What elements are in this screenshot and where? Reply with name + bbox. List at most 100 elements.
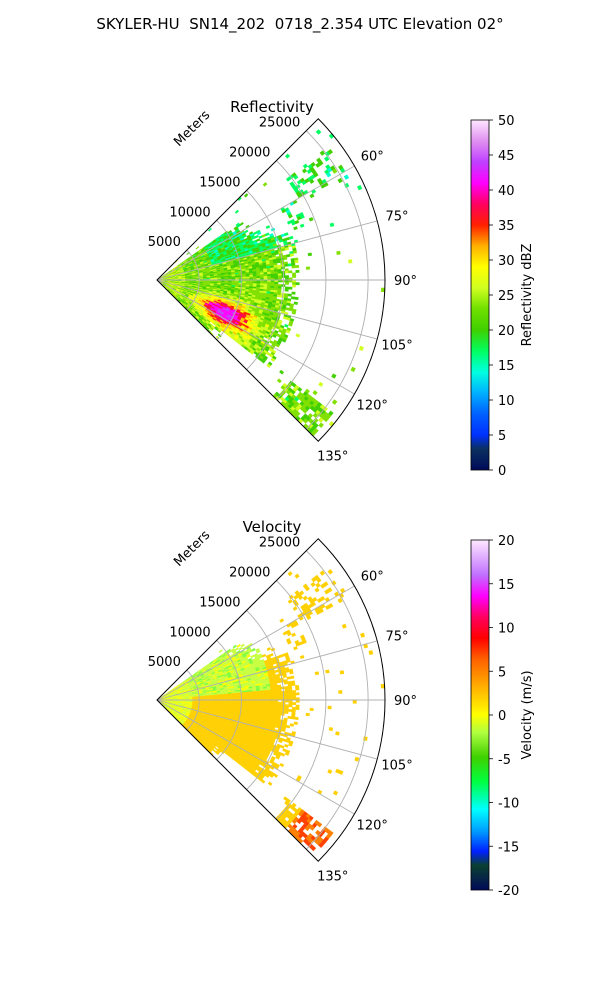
echo-gate [284, 323, 289, 328]
echo-gate [260, 276, 265, 279]
echo-gate [252, 281, 257, 284]
echo-gate [283, 256, 288, 261]
echo-gate [252, 276, 257, 279]
echo-gate [274, 275, 279, 279]
echo-gate [307, 252, 312, 257]
echo-gate [274, 273, 279, 277]
echo-gate [318, 422, 324, 429]
colorbar-tick-label: 40 [498, 184, 515, 199]
colorbar-tick-label: 30 [498, 254, 515, 269]
echo-gate [263, 275, 268, 279]
echo-gate [285, 307, 290, 311]
echo-gate [260, 281, 265, 284]
echo-gate [174, 259, 179, 264]
echo-gate [231, 697, 236, 699]
echo-gate [291, 265, 296, 269]
range-tick-label: 25000 [259, 116, 300, 131]
echo-gate [290, 296, 296, 300]
echo-gate [356, 184, 363, 191]
echo-gate [294, 259, 299, 264]
range-tick-label: 20000 [229, 146, 270, 161]
echo-gate [267, 281, 272, 285]
echo-gate [249, 274, 254, 277]
echo-gate [286, 302, 291, 307]
echo-gate [274, 271, 279, 275]
echo-gate [265, 225, 271, 230]
echo-gate [331, 399, 338, 405]
echo-gate [295, 333, 301, 338]
azimuth-tick-label: 75° [386, 210, 409, 225]
echo-gate [231, 277, 236, 279]
echo-gate [288, 307, 294, 312]
echo-gate [295, 264, 300, 269]
echo-gate [244, 229, 249, 234]
echo-gate [263, 272, 268, 275]
echo-gate [234, 209, 240, 214]
echo-gate [270, 273, 275, 277]
echo-gate [309, 193, 315, 199]
echo-gate [249, 281, 254, 284]
echo-gate [302, 163, 309, 169]
echo-gate [350, 366, 356, 373]
echo-gate [260, 274, 264, 277]
echo-gate [243, 193, 249, 198]
echo-gate [336, 250, 341, 255]
panel-velocity: 50001000015000200002500060°75°90°105°120… [148, 518, 535, 899]
echo-gate [228, 277, 232, 279]
echo-gate [288, 235, 294, 240]
echo-gate [288, 286, 293, 290]
echo-gate [235, 696, 240, 699]
echo-gate [284, 232, 289, 237]
echo-gate [270, 275, 275, 279]
echo-gate [291, 291, 296, 295]
echo-gate [270, 283, 275, 287]
echo-gate [228, 697, 232, 699]
echo-gate [276, 378, 282, 384]
echo-gate [284, 270, 289, 274]
echo-gate [343, 174, 350, 180]
echo-field [156, 569, 385, 852]
echo-gate [267, 273, 272, 277]
colorbar [470, 119, 490, 471]
echo-gate [279, 369, 285, 375]
echo-gate [315, 129, 322, 135]
echo-gate [274, 281, 279, 285]
echo-gate [262, 182, 268, 187]
range-tick-label: 10000 [169, 205, 210, 220]
figure-title: SKYLER-HU SN14_202 0718_2.354 UTC Elevat… [96, 15, 504, 33]
panel-reflectivity: 50001000015000200002500060°75°90°105°120… [148, 98, 535, 479]
colorbar-tick-label: 25 [498, 289, 515, 304]
echo-gate [308, 217, 314, 222]
colorbar-tick-label: 35 [498, 219, 515, 234]
echo-gate [292, 284, 297, 288]
echo-gate [252, 274, 257, 277]
echo-gate [305, 266, 310, 270]
echo-gate [284, 268, 289, 272]
echo-gate [329, 222, 335, 228]
echo-gate [277, 271, 282, 274]
echo-gate [284, 153, 291, 159]
echo-gate [276, 260, 281, 264]
colorbar-tick-label: 5 [498, 429, 506, 444]
echo-gate [245, 276, 250, 279]
range-tick-label: 15000 [199, 175, 240, 190]
echo-gate [295, 269, 300, 273]
echo-gate [235, 276, 240, 279]
echo-gate [242, 696, 247, 699]
echo-gate [267, 271, 272, 275]
echo-gate [318, 381, 324, 387]
echo-gate [299, 223, 305, 228]
echo-gate [294, 296, 299, 301]
echo-gate [274, 283, 279, 287]
echo-gate [270, 271, 275, 275]
echo-gate [277, 273, 282, 276]
echo-gate [284, 263, 289, 267]
echo-gate [254, 234, 259, 239]
echo-gate [267, 283, 272, 287]
echo-gate [270, 281, 275, 285]
echo-gate [358, 345, 364, 351]
echo-field [156, 129, 386, 437]
colorbar-tick-label: 45 [498, 149, 515, 164]
echo-gate [218, 649, 223, 654]
colorbar-tick-label: 20 [498, 324, 515, 339]
